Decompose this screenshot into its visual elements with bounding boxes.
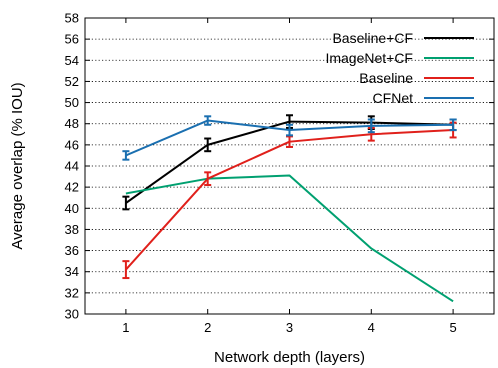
error-bar-cfnet-4 (367, 118, 375, 134)
series-imagenet-cf (125, 174, 454, 303)
y-tick-label-52: 52 (65, 74, 79, 89)
error-bar-baseline-cf-1 (122, 195, 130, 211)
y-tick-label-38: 38 (65, 222, 79, 237)
legend-label-imagenet-cf: ImageNet+CF (325, 50, 413, 66)
series-group (122, 114, 457, 303)
series-baseline (122, 121, 457, 280)
y-tick-label-32: 32 (65, 285, 79, 300)
x-tick-label-1: 1 (122, 320, 129, 335)
y-tick-label-40: 40 (65, 201, 79, 216)
x-tick-label-2: 2 (204, 320, 211, 335)
series-line-imagenet-cf (125, 174, 454, 303)
y-tick-label-58: 58 (65, 11, 79, 26)
y-tick-label-50: 50 (65, 95, 79, 110)
y-axis-ticks: 30 32 34 36 38 40 42 44 46 48 50 52 54 56 58 (65, 11, 494, 322)
grid (85, 38, 494, 294)
error-bar-cfnet-1 (122, 150, 130, 161)
error-bar-baseline-2 (204, 171, 212, 187)
error-bar-cfnet-2 (204, 115, 212, 126)
y-tick-label-42: 42 (65, 180, 79, 195)
legend-label-baseline: Baseline (359, 70, 413, 86)
y-axis-label: Average overlap (% IOU) (9, 82, 26, 249)
y-tick-label-36: 36 (65, 243, 79, 258)
error-bar-baseline-1 (122, 260, 130, 280)
x-tick-label-5: 5 (449, 320, 456, 335)
legend-label-baseline-cf: Baseline+CF (332, 30, 413, 46)
y-tick-label-34: 34 (65, 264, 79, 279)
y-tick-label-54: 54 (65, 53, 79, 68)
y-tick-label-30: 30 (65, 307, 79, 322)
series-cfnet (122, 115, 457, 161)
series-line-baseline (125, 129, 454, 271)
y-tick-label-56: 56 (65, 32, 79, 47)
y-tick-label-48: 48 (65, 116, 79, 131)
legend: Baseline+CF ImageNet+CF Baseline CFNet (325, 30, 474, 106)
error-bar-baseline-cf-2 (204, 137, 212, 153)
error-bar-cfnet-5 (449, 118, 457, 132)
legend-label-cfnet: CFNet (373, 90, 414, 106)
y-tick-label-44: 44 (65, 159, 79, 174)
x-axis-label: Network depth (layers) (214, 349, 365, 366)
error-bar-baseline-3 (286, 135, 293, 148)
x-tick-label-3: 3 (286, 320, 293, 335)
plot-frame (84, 17, 495, 315)
error-bar-cfnet-3 (286, 123, 293, 137)
x-axis-ticks: 1 2 3 4 5 (122, 18, 457, 335)
x-tick-label-4: 4 (368, 320, 375, 335)
y-tick-label-46: 46 (65, 137, 79, 152)
